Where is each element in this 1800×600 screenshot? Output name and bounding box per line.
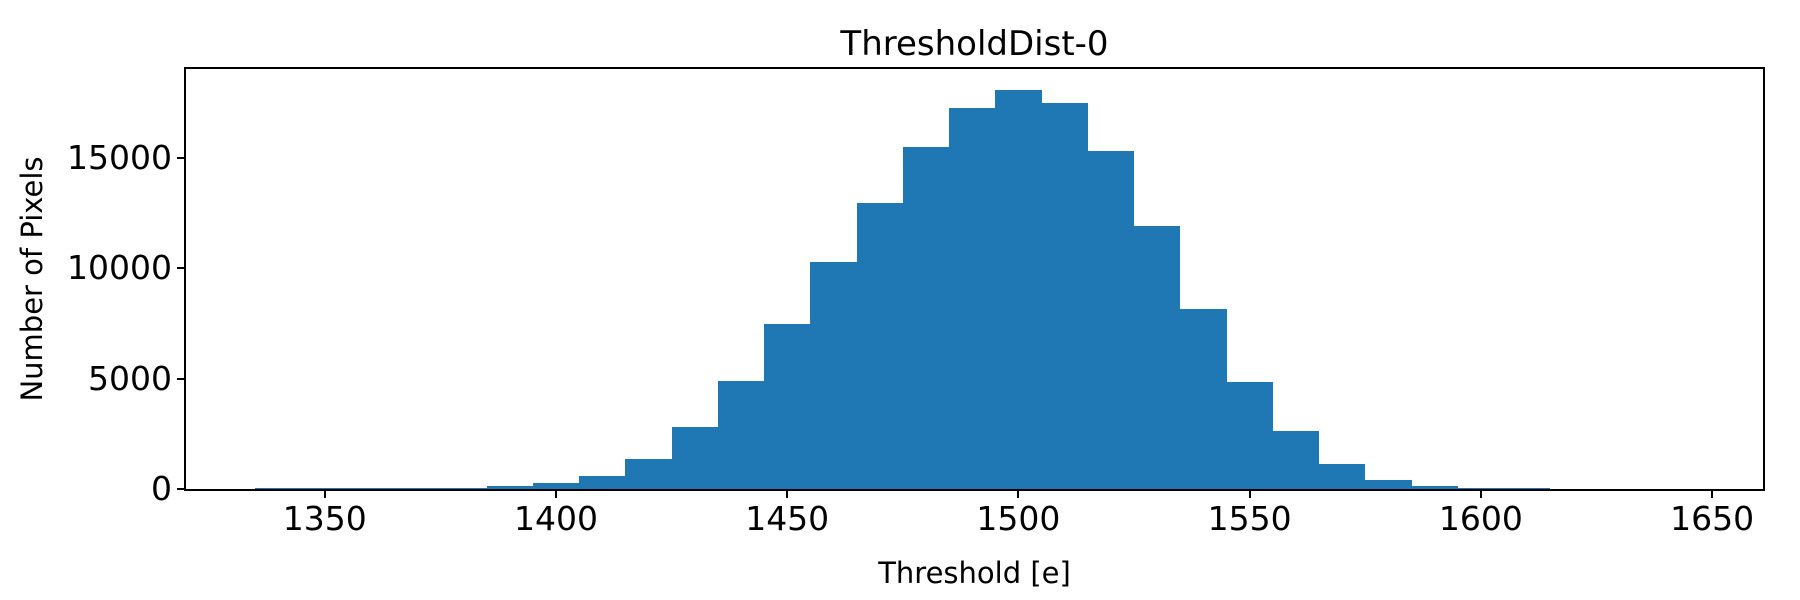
- histogram-bar: [301, 488, 348, 489]
- histogram-bar: [1319, 464, 1366, 489]
- plot-area: 1350 1400 1450 1500 1550 1600 1650 0 5000 10000 15…: [67, 67, 1765, 538]
- histogram-bar: [1041, 103, 1088, 489]
- histogram-bar: [625, 459, 672, 489]
- histogram-bar: [1411, 485, 1458, 489]
- y-tick-label: 10000: [67, 248, 172, 288]
- x-tick-label: 1650: [1670, 499, 1755, 538]
- x-tick-label: 1600: [1438, 499, 1523, 538]
- x-tick-mark: [323, 491, 326, 498]
- x-tick-label: 1500: [976, 499, 1061, 538]
- x-tick-label: 1550: [1207, 499, 1292, 538]
- histogram-bar: [1087, 151, 1135, 489]
- y-tick-label: 5000: [88, 358, 172, 398]
- histogram-bar: [1180, 309, 1227, 489]
- x-axis-label: Threshold [e]: [878, 556, 1071, 590]
- y-tick-label: 15000: [67, 138, 172, 178]
- y-tick-mark: [177, 267, 184, 270]
- x-tick-mark: [1017, 491, 1020, 498]
- histogram-bar: [486, 485, 533, 489]
- histogram-bar: [1134, 226, 1181, 489]
- histogram-bar: [347, 487, 395, 489]
- histogram-bar: [394, 487, 441, 489]
- y-tick-label: 0: [151, 469, 172, 508]
- x-tick-label: 1350: [282, 499, 367, 538]
- histogram-bar: [532, 482, 580, 489]
- histogram-bar: [717, 380, 765, 489]
- histogram-bar: [949, 108, 996, 489]
- histogram-bar: [255, 488, 302, 489]
- histogram-bar: [810, 261, 857, 489]
- histogram-bar: [1457, 488, 1504, 489]
- y-tick-mark: [177, 488, 184, 490]
- histogram-bar: [579, 475, 626, 489]
- x-tick-label: 1450: [745, 499, 830, 538]
- x-tick-mark: [1248, 491, 1251, 498]
- histogram-bar: [1504, 488, 1551, 489]
- x-tick-mark: [786, 491, 789, 498]
- histogram-bar: [902, 147, 950, 489]
- x-tick-label: 1400: [513, 499, 598, 538]
- histogram-bar: [1365, 479, 1412, 489]
- histogram-bar: [764, 323, 811, 489]
- chart-title: ThresholdDist-0: [840, 24, 1109, 64]
- histogram-bar: [1272, 431, 1320, 489]
- x-tick-mark: [554, 491, 557, 498]
- y-tick-mark: [177, 377, 184, 380]
- histogram-bar: [1226, 381, 1273, 489]
- y-axis-label: Number of Pixels: [15, 156, 49, 402]
- histogram-bar: [995, 89, 1042, 489]
- histogram-bar: [440, 487, 487, 489]
- x-tick-mark: [1711, 491, 1714, 498]
- histogram-bar: [671, 426, 718, 489]
- y-tick-mark: [177, 157, 184, 160]
- x-tick-mark: [1479, 491, 1482, 498]
- histogram-bar: [856, 202, 903, 489]
